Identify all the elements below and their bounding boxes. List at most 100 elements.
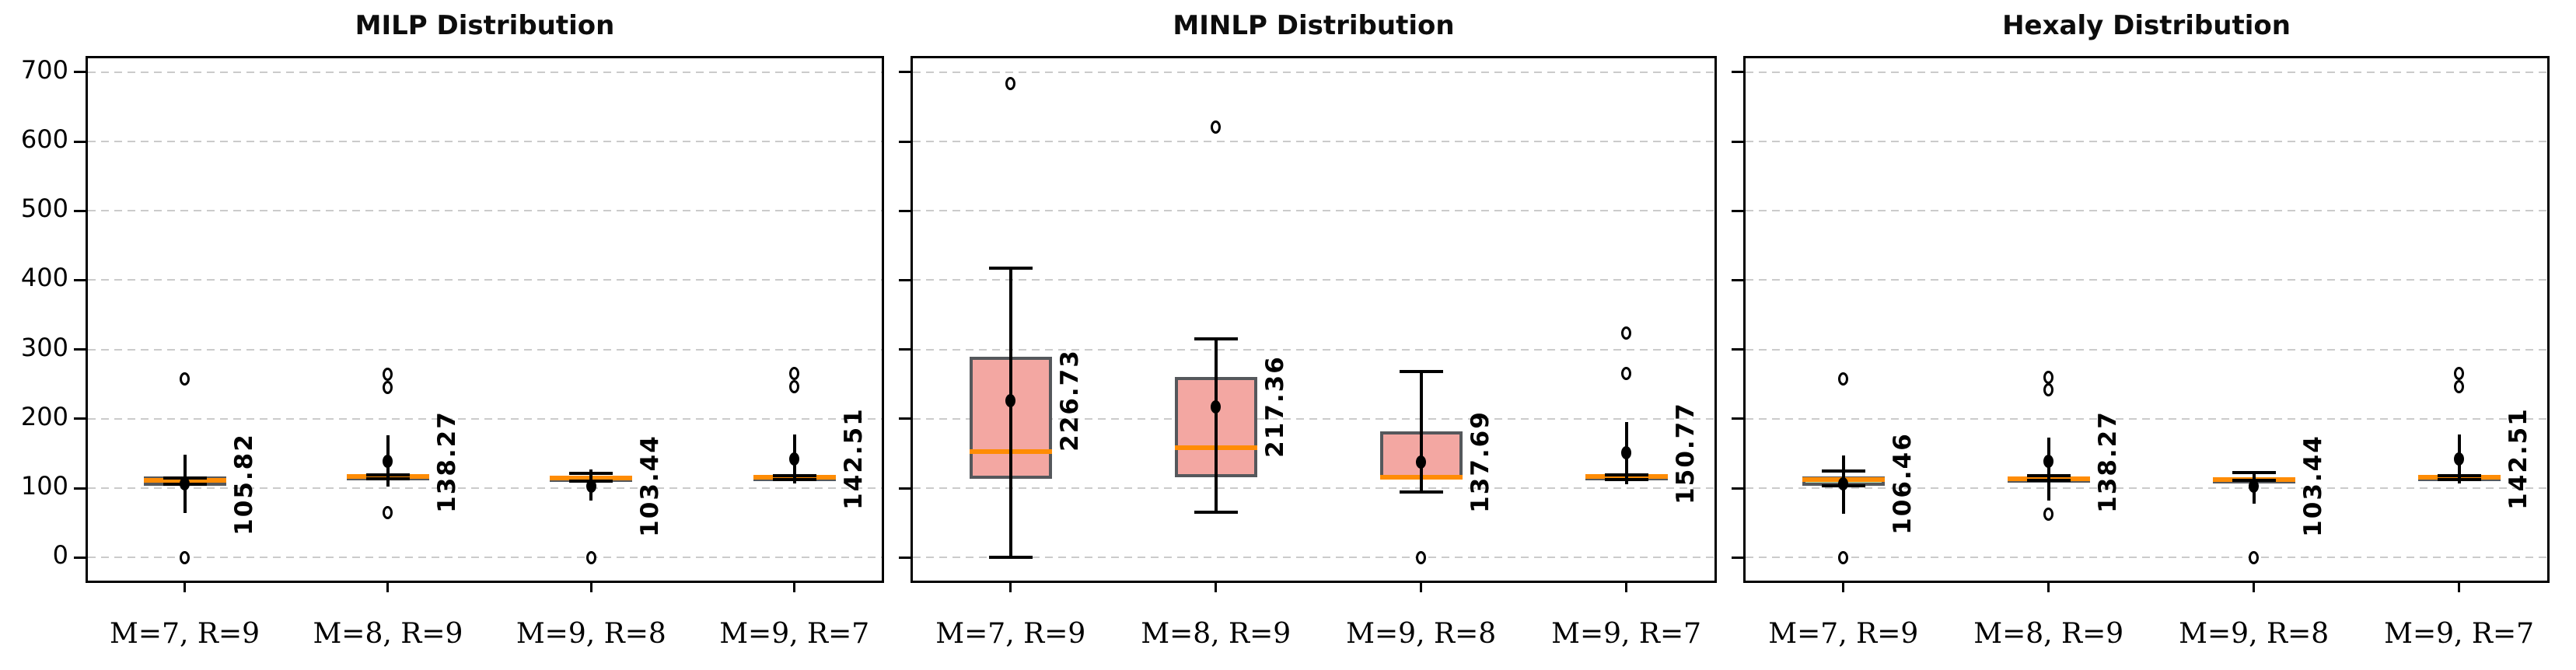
gridline bbox=[88, 279, 882, 281]
mean-annotation: 105.82 bbox=[229, 433, 258, 536]
x-tick-label: M=9, R=8 bbox=[516, 618, 666, 650]
mean-marker bbox=[383, 455, 393, 469]
y-axis-tick bbox=[1732, 278, 1743, 281]
gridline bbox=[913, 487, 1714, 490]
gridline bbox=[1746, 279, 2547, 281]
mean-marker bbox=[789, 452, 800, 466]
y-axis-tick bbox=[74, 556, 86, 559]
gridline bbox=[913, 71, 1714, 73]
outlier-marker bbox=[2043, 370, 2054, 384]
x-axis-tick bbox=[1625, 583, 1628, 592]
gridline bbox=[88, 71, 882, 73]
mean-annotation: 142.51 bbox=[839, 407, 868, 510]
y-axis-tick bbox=[74, 487, 86, 490]
x-tick-label: M=8, R=9 bbox=[1141, 618, 1291, 650]
mean-annotation: 138.27 bbox=[2093, 410, 2122, 513]
gridline bbox=[88, 417, 882, 420]
outlier-marker bbox=[2043, 382, 2054, 396]
whisker-cap-bottom bbox=[772, 477, 816, 481]
outlier-marker bbox=[2249, 550, 2260, 564]
y-axis-tick bbox=[899, 487, 911, 490]
gridline bbox=[1746, 487, 2547, 490]
whisker-cap-top bbox=[2026, 474, 2071, 478]
x-axis-tick bbox=[1420, 583, 1423, 592]
whisker-cap-bottom bbox=[2026, 479, 2071, 483]
gridline bbox=[88, 348, 882, 351]
x-axis-tick bbox=[1215, 583, 1218, 592]
mean-marker bbox=[180, 477, 190, 491]
gridline bbox=[913, 210, 1714, 212]
mean-annotation: 137.69 bbox=[1466, 410, 1494, 514]
x-tick-label: M=7, R=9 bbox=[935, 618, 1086, 650]
mean-annotation: 150.77 bbox=[1671, 401, 1700, 504]
whisker-line bbox=[1419, 372, 1423, 492]
gridline bbox=[1746, 348, 2547, 351]
y-tick-label: 0 bbox=[52, 540, 68, 571]
outlier-marker bbox=[180, 372, 190, 386]
gridline bbox=[88, 487, 882, 490]
whisker-line bbox=[1008, 268, 1012, 558]
whisker-line bbox=[1214, 339, 1218, 513]
outlier-marker bbox=[1621, 326, 1632, 340]
mean-marker bbox=[2454, 452, 2465, 466]
panel-title: MINLP Distribution bbox=[1173, 10, 1455, 41]
y-axis-tick bbox=[74, 348, 86, 351]
x-tick-label: M=7, R=9 bbox=[1768, 618, 1919, 650]
whisker-cap-top bbox=[1821, 469, 1865, 473]
x-tick-label: M=8, R=9 bbox=[1973, 618, 2124, 650]
x-axis-tick bbox=[184, 583, 187, 592]
whisker-cap-top bbox=[1604, 473, 1648, 477]
y-axis-tick bbox=[74, 278, 86, 281]
whisker-cap-bottom bbox=[1399, 490, 1443, 494]
y-axis-tick bbox=[74, 417, 86, 420]
y-axis-tick bbox=[899, 140, 911, 143]
outlier-marker bbox=[1211, 120, 1222, 134]
outlier-marker bbox=[1416, 550, 1427, 564]
gridline bbox=[913, 417, 1714, 420]
y-axis-tick bbox=[1732, 487, 1743, 490]
y-axis-tick bbox=[74, 140, 86, 143]
mean-annotation: 103.44 bbox=[2298, 434, 2327, 537]
y-tick-label: 100 bbox=[20, 471, 68, 501]
outlier-marker bbox=[1838, 550, 1849, 564]
x-axis-tick bbox=[2253, 583, 2256, 592]
y-tick-label: 400 bbox=[20, 263, 68, 293]
mean-annotation: 217.36 bbox=[1260, 355, 1289, 459]
x-tick-label: M=9, R=7 bbox=[2384, 618, 2535, 650]
y-axis-tick bbox=[899, 556, 911, 559]
mean-marker bbox=[2249, 479, 2260, 493]
panel-title: Hexaly Distribution bbox=[2002, 10, 2291, 41]
outlier-marker bbox=[2043, 507, 2054, 521]
mean-marker bbox=[1211, 400, 1222, 414]
y-axis-tick bbox=[899, 71, 911, 74]
whisker-cap-top bbox=[1194, 337, 1238, 341]
mean-marker bbox=[585, 479, 596, 493]
y-axis-tick bbox=[74, 209, 86, 212]
outlier-marker bbox=[180, 550, 190, 564]
whisker-cap-top bbox=[569, 472, 613, 476]
whisker-cap-bottom bbox=[1604, 477, 1648, 481]
x-axis-tick bbox=[386, 583, 390, 592]
y-tick-label: 600 bbox=[20, 124, 68, 155]
x-axis-tick bbox=[2047, 583, 2050, 592]
whisker-cap-top bbox=[365, 473, 410, 477]
x-tick-label: M=7, R=9 bbox=[110, 618, 260, 650]
outlier-marker bbox=[585, 550, 596, 564]
outlier-marker bbox=[789, 380, 800, 394]
panel-title: MILP Distribution bbox=[355, 10, 615, 41]
x-tick-label: M=9, R=7 bbox=[1551, 618, 1702, 650]
gridline bbox=[88, 141, 882, 143]
gridline bbox=[1746, 71, 2547, 73]
y-axis-tick bbox=[1732, 556, 1743, 559]
whisker-line bbox=[2046, 437, 2050, 501]
x-axis-tick bbox=[589, 583, 592, 592]
y-axis-tick bbox=[1732, 140, 1743, 143]
outlier-marker bbox=[383, 505, 393, 519]
whisker-cap-top bbox=[772, 474, 816, 478]
mean-marker bbox=[1621, 446, 1632, 460]
panel-minlp: MINLP Distribution 226.73 217.36 137.69 150… bbox=[899, 10, 1717, 592]
y-axis-tick bbox=[899, 278, 911, 281]
mean-annotation: 142.51 bbox=[2504, 407, 2532, 510]
whisker-cap-top bbox=[988, 267, 1033, 270]
